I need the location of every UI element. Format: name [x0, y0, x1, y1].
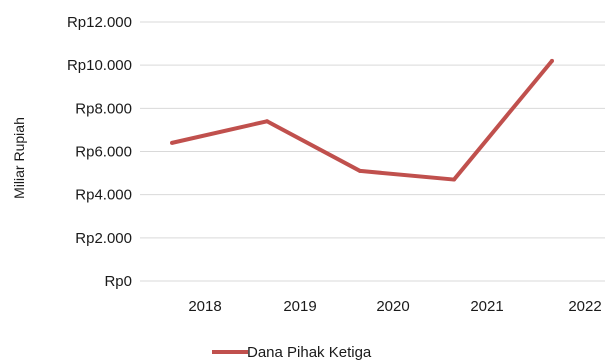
data-point [265, 119, 269, 124]
data-point [358, 168, 362, 173]
y-tick-label: Rp10.000 [67, 57, 132, 74]
series-line [171, 59, 554, 182]
x-tick-label: 2019 [283, 298, 316, 315]
legend: Dana Pihak Ketiga [212, 344, 372, 361]
y-tick-label: Rp8.000 [75, 100, 132, 117]
data-point [170, 140, 174, 145]
series-lines [170, 58, 554, 182]
legend-label: Dana Pihak Ketiga [247, 344, 372, 361]
x-axis-tick-labels: 2018 2019 2020 2021 2022 [188, 298, 601, 315]
y-tick-label: Rp6.000 [75, 144, 132, 161]
y-tick-label: Rp4.000 [75, 187, 132, 204]
gridlines [140, 21, 605, 282]
x-tick-label: 2018 [188, 298, 221, 315]
y-axis-label: Miliar Rupiah [11, 117, 27, 199]
y-axis-tick-labels: Rp0 Rp2.000 Rp4.000 Rp6.000 Rp8.000 Rp10.000 R… [67, 14, 132, 290]
x-tick-label: 2021 [470, 298, 503, 315]
y-tick-label: Rp0 [104, 273, 132, 290]
data-point [550, 58, 554, 63]
x-tick-label: 2020 [376, 298, 409, 315]
y-tick-label: Rp12.000 [67, 14, 132, 31]
data-point [452, 177, 456, 182]
y-tick-label: Rp2.000 [75, 230, 132, 247]
x-tick-label: 2022 [568, 298, 601, 315]
